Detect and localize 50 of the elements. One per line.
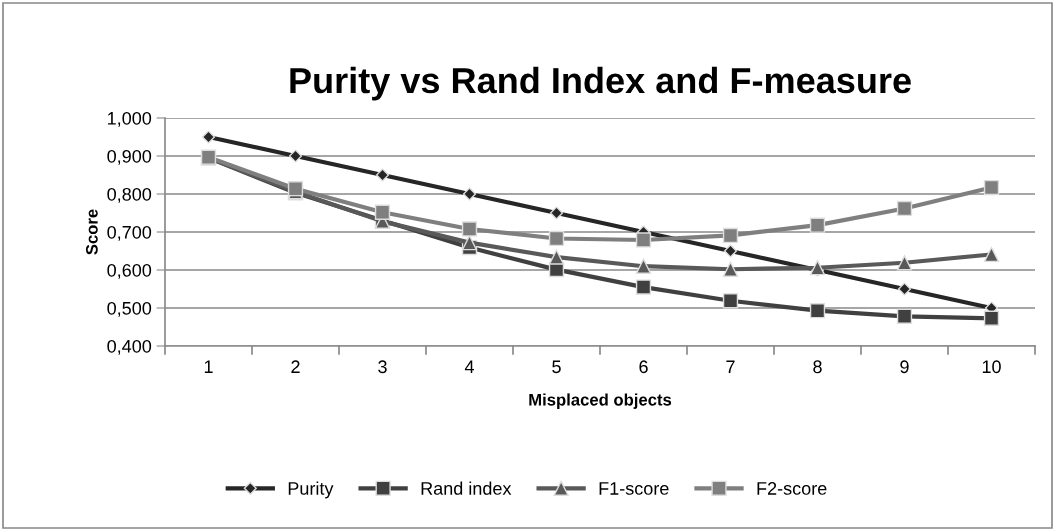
x-tick-label: 2 [291,360,300,373]
point [722,227,739,244]
legend-label: Rand index [421,481,512,495]
x-tick-label: 3 [378,360,387,374]
point [896,200,913,217]
point [983,246,1000,263]
y-tick-label: 1,000 [108,111,152,127]
point [201,130,216,144]
x-tick-label: 8 [813,360,822,374]
point [897,282,912,296]
legend-label: Purity [288,481,334,499]
point [896,308,913,324]
x-axis-title: Misplaced objects [529,393,672,409]
y-tick-label: 0,500 [107,301,152,317]
point [896,255,913,271]
point [548,249,565,265]
point [635,258,652,274]
point [375,168,390,182]
x-tick-label: 6 [639,360,648,374]
y-tick-label: 0,400 [107,339,152,355]
point [462,187,477,201]
point [809,303,826,319]
y-tick-label: 0,600 [107,263,152,279]
point [635,279,652,295]
legend-label: F2-score [757,482,827,495]
point [983,310,1000,326]
legend-label: F1-score [599,482,669,495]
x-tick-label: 4 [464,360,474,373]
y-tick-label: 0,700 [107,225,152,241]
point [549,206,564,220]
point [461,221,478,237]
y-tick-label: 0,900 [107,149,152,165]
point [288,149,303,163]
x-tick-label: 9 [900,360,909,374]
point [635,232,652,248]
point [983,179,1000,196]
point [809,217,826,233]
x-tick-label: 1 [204,360,213,373]
y-tick-label: 0,800 [107,187,152,203]
x-tick-label: 5 [552,360,561,374]
x-tick-label: 10 [982,360,1001,374]
point [722,261,739,277]
point [374,204,391,220]
point [722,293,739,309]
point [461,235,478,251]
point [548,230,565,247]
x-tick-label: 7 [726,360,735,373]
point [723,244,738,258]
chart-title: Purity vs Rand Index and F-measure [290,66,911,101]
y-axis-title: Score [85,209,98,255]
